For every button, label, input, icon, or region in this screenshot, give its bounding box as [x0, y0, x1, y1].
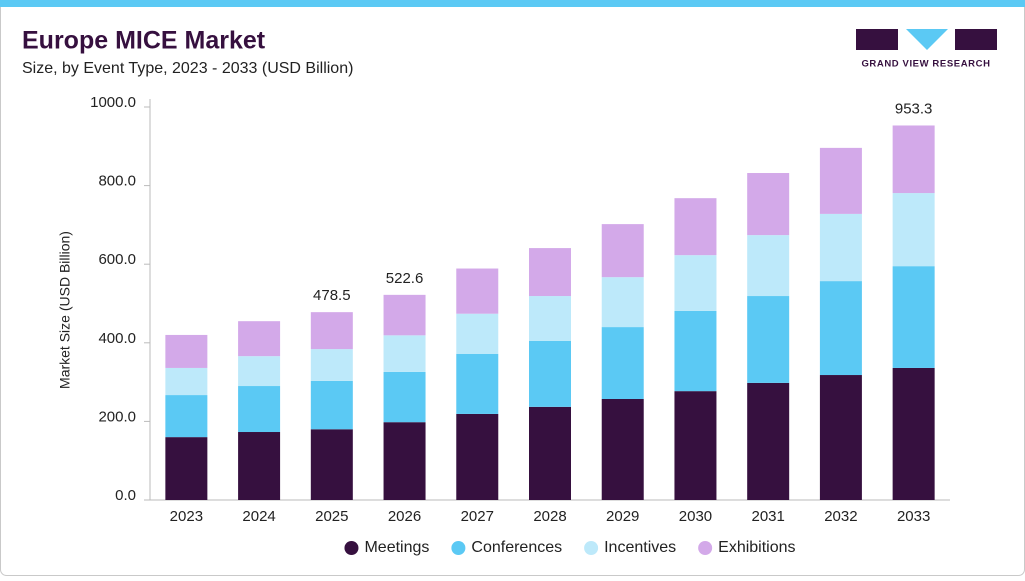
bar-segment — [674, 255, 717, 311]
bar-segment — [819, 375, 862, 500]
bar-segment — [529, 406, 571, 500]
bar-segment — [601, 327, 644, 399]
bar-segment — [747, 173, 790, 236]
y-axis-title: Market Size (USD Billion) — [57, 231, 73, 389]
x-tick-label: 2026 — [388, 508, 421, 525]
bar-segment — [892, 266, 935, 368]
bar-segment — [383, 371, 426, 423]
legend-item: Conferences — [451, 539, 562, 556]
chart-title: Europe MICE Market — [22, 27, 266, 55]
bar-segment — [819, 147, 862, 214]
bar-segment — [747, 296, 790, 383]
bar-segment — [674, 391, 717, 500]
bar-segment — [310, 349, 353, 381]
top-stripe — [0, 0, 1025, 7]
legend-item: Exhibitions — [698, 539, 796, 556]
legend-label: Exhibitions — [718, 539, 795, 556]
x-tick-label: 2032 — [824, 508, 857, 525]
bar-segment — [529, 296, 571, 341]
x-tick-label: 2024 — [242, 508, 275, 525]
legend-label: Meetings — [364, 539, 429, 556]
legend-swatch — [344, 541, 359, 555]
bar-segment — [601, 277, 644, 328]
bar-segment — [819, 281, 862, 376]
legend-swatch — [451, 541, 466, 555]
chart-subtitle: Size, by Event Type, 2023 - 2033 (USD Bi… — [22, 60, 353, 77]
x-tick-label: 2023 — [170, 508, 203, 525]
bar-segment — [456, 413, 499, 500]
bar-segment — [892, 125, 935, 194]
bar-segment — [165, 437, 208, 500]
bar-segment — [383, 335, 426, 372]
bar-segment — [456, 268, 499, 314]
x-tick-label: 2027 — [461, 508, 494, 525]
bar-segment — [529, 340, 571, 407]
x-tick-label: 2028 — [533, 508, 566, 525]
x-tick-label: 2033 — [897, 508, 930, 525]
bar-segment — [165, 395, 208, 438]
logo-block — [955, 29, 997, 50]
legend-label: Conferences — [471, 539, 562, 556]
bar-segment — [674, 198, 717, 256]
bar-segment — [601, 398, 644, 500]
total-label: 478.5 — [313, 287, 351, 304]
bar-segment — [747, 235, 790, 297]
legend-label: Incentives — [604, 539, 676, 556]
brand-name: GRAND VIEW RESEARCH — [861, 59, 990, 70]
bar-segment — [601, 224, 644, 278]
bar-segment — [238, 386, 281, 433]
bar-segment — [456, 313, 499, 354]
bar-segment — [165, 367, 208, 396]
legend-swatch — [698, 541, 713, 555]
bar-segment — [310, 312, 353, 350]
legend-swatch — [584, 541, 599, 555]
y-tick-label: 600.0 — [98, 251, 136, 268]
bar-segment — [383, 422, 426, 500]
bar-segment — [529, 248, 571, 297]
x-tick-label: 2029 — [606, 508, 639, 525]
bar-segment — [892, 367, 935, 500]
total-label: 953.3 — [895, 100, 933, 117]
legend-item: Incentives — [584, 539, 676, 556]
bar-segment — [892, 193, 935, 267]
bar-segment — [238, 432, 281, 500]
bar-segment — [238, 321, 281, 357]
bar-segment — [456, 353, 499, 414]
bar-segment — [238, 356, 281, 387]
y-tick-label: 400.0 — [98, 330, 136, 347]
total-label: 522.6 — [386, 270, 424, 287]
bar-segment — [310, 429, 353, 500]
y-tick-label: 0.0 — [115, 487, 136, 504]
x-tick-label: 2031 — [751, 508, 784, 525]
legend-item: Meetings — [344, 539, 429, 556]
bar-segment — [310, 380, 353, 430]
bar-segment — [747, 382, 790, 500]
bar-segment — [819, 213, 862, 282]
logo-block — [906, 29, 948, 50]
logo: GRAND VIEW RESEARCH — [856, 29, 997, 70]
y-tick-label: 1000.0 — [90, 94, 136, 111]
bar-segment — [383, 294, 426, 336]
y-tick-label: 200.0 — [98, 408, 136, 425]
logo-block — [856, 29, 898, 50]
x-tick-label: 2025 — [315, 508, 348, 525]
bar-segment — [165, 334, 208, 368]
y-tick-label: 800.0 — [98, 173, 136, 190]
x-tick-label: 2030 — [679, 508, 712, 525]
bar-segment — [674, 310, 717, 392]
